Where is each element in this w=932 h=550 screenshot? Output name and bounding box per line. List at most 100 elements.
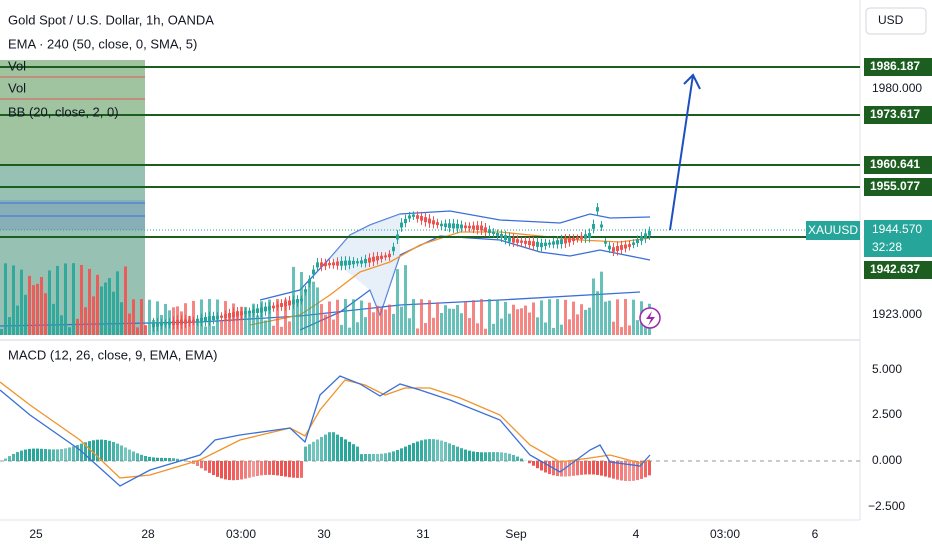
time-label: 03:00 (226, 527, 256, 541)
histogram-bar (588, 461, 591, 475)
volume-bar (364, 317, 367, 335)
candle (648, 230, 651, 236)
volume-bar (340, 324, 343, 335)
histogram-bar (160, 457, 163, 461)
volume-bar (96, 274, 99, 335)
candle (380, 255, 383, 259)
currency: USD (878, 13, 904, 27)
histogram-bar (256, 461, 259, 476)
volume-bar (28, 275, 31, 335)
histogram-bar (132, 451, 135, 461)
macd-line (0, 375, 651, 487)
histogram-bar (360, 454, 363, 461)
candle (160, 322, 163, 326)
candle (524, 240, 527, 244)
histogram-bar (580, 461, 583, 475)
candle (200, 317, 203, 323)
histogram-bar (304, 446, 307, 461)
candle (632, 242, 635, 245)
candle (260, 307, 263, 313)
candle (436, 222, 439, 226)
histogram-bar (368, 453, 371, 461)
candle (580, 235, 583, 240)
histogram-bar (400, 448, 403, 461)
candle (236, 311, 239, 317)
volume-bar (500, 318, 503, 335)
histogram-bar (420, 440, 423, 461)
volume-bar (228, 315, 231, 335)
currency-button[interactable] (865, 7, 927, 35)
volume-bar (600, 271, 603, 335)
time-label: 6 (812, 527, 819, 541)
histogram-bar (144, 455, 147, 461)
macd-histogram (4, 432, 651, 482)
volume-bar (356, 322, 359, 335)
level-label: 1955.077 (870, 179, 920, 193)
volume-bar (392, 313, 395, 335)
candle (400, 222, 403, 228)
histogram-bar (92, 440, 95, 461)
histogram-bar (620, 461, 623, 481)
candle (220, 315, 223, 318)
candle (600, 224, 603, 228)
candle (556, 240, 559, 245)
histogram-bar (156, 457, 159, 461)
indicator: EMA · 240 (50, close, 0, SMA, 5) (8, 36, 197, 51)
candle (336, 261, 339, 266)
candle (428, 218, 431, 224)
time-label: 28 (141, 527, 155, 541)
volume-bar (448, 308, 451, 335)
histogram-bar (76, 445, 79, 461)
candle (432, 220, 435, 225)
histogram-bar (424, 439, 427, 461)
candle (344, 260, 347, 266)
volume-bar (508, 313, 511, 335)
candle (316, 262, 319, 268)
candle (596, 207, 599, 212)
candle (612, 247, 615, 252)
volume-bar (264, 320, 267, 335)
level-tag (864, 178, 932, 196)
candle (268, 306, 271, 310)
candle (376, 256, 379, 261)
macd-label: −2.500 (868, 499, 905, 513)
histogram-bar (140, 454, 143, 461)
volume-bar (612, 321, 615, 335)
histogram-bar (472, 451, 475, 461)
volume-bar (132, 299, 135, 335)
candle (228, 313, 231, 318)
candle (548, 242, 551, 245)
histogram-bar (636, 461, 639, 481)
volume-bar (136, 327, 139, 335)
volume-bar (632, 299, 635, 335)
volume-bar (4, 263, 7, 335)
histogram-bar (408, 444, 411, 461)
candle (528, 240, 531, 246)
candle (640, 236, 643, 241)
candle (348, 260, 351, 266)
histogram-bar (324, 434, 327, 461)
histogram-bar (380, 453, 383, 461)
candle (292, 299, 295, 305)
candle (480, 225, 483, 231)
candle (288, 300, 291, 306)
candle (468, 225, 471, 229)
histogram-bar (416, 441, 419, 461)
volume-bar (40, 276, 43, 335)
volume-bar (604, 301, 607, 335)
volume-bar (332, 319, 335, 335)
price-tag (864, 220, 932, 257)
candle (384, 255, 387, 258)
lightning (646, 311, 655, 326)
histogram-bar (476, 452, 479, 461)
histogram-bar (624, 461, 627, 481)
candle (552, 241, 555, 245)
level-tag (864, 261, 932, 279)
histogram-bar (84, 442, 87, 461)
volume-bar (368, 302, 371, 335)
histogram-bar (452, 445, 455, 461)
countdown: 32:28 (872, 240, 902, 254)
histogram-bar (80, 443, 83, 461)
histogram-bar (468, 450, 471, 461)
histogram-bar (36, 448, 39, 461)
